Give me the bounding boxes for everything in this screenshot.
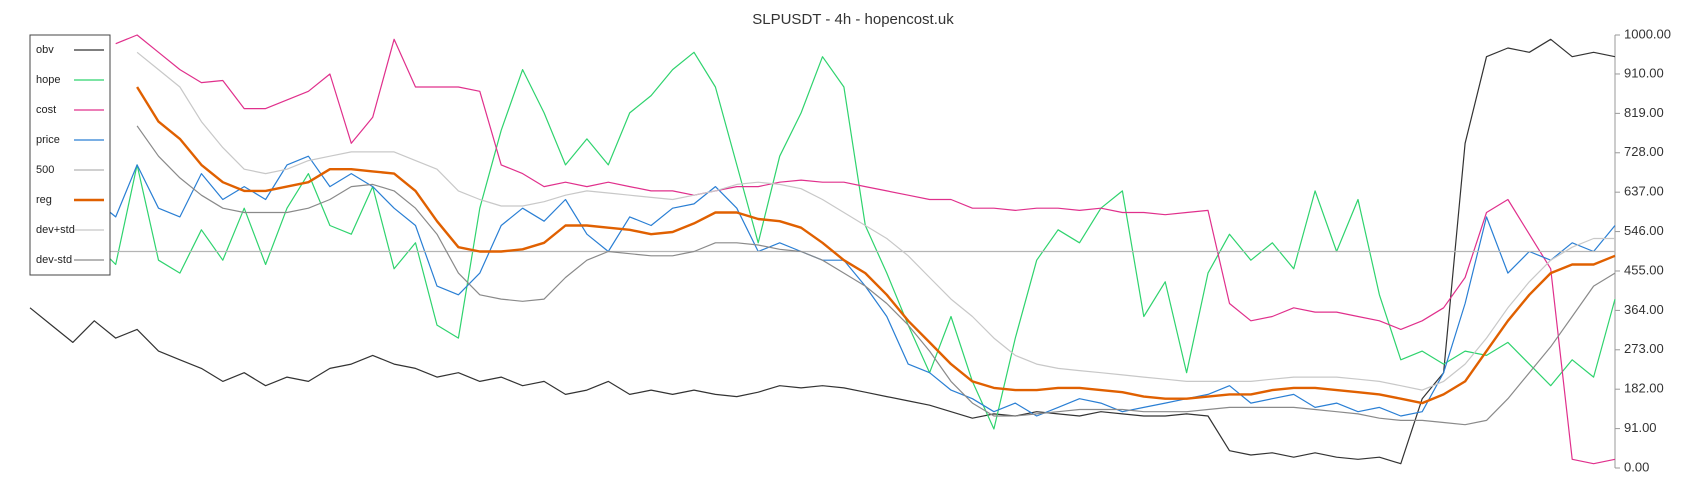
y-tick-label: 910.00 bbox=[1624, 65, 1664, 80]
legend-label: hope bbox=[36, 74, 60, 86]
legend-label: dev-std bbox=[36, 254, 72, 266]
legend-label: obv bbox=[36, 44, 54, 56]
y-tick-label: 546.00 bbox=[1624, 223, 1664, 238]
chart-title: SLPUSDT - 4h - hopencost.uk bbox=[752, 11, 954, 28]
axis-group: 0.00 91.00 182.00 273.00 364.00 455.00 546.00 6… bbox=[1615, 26, 1671, 474]
legend-label: price bbox=[36, 134, 60, 146]
y-tick-label: 273.00 bbox=[1624, 341, 1664, 356]
legend-label: reg bbox=[36, 194, 52, 206]
y-tick-label: 1000.00 bbox=[1624, 26, 1671, 41]
series-line bbox=[29, 51, 1616, 430]
series-line bbox=[136, 86, 1616, 405]
y-tick-label: 91.00 bbox=[1624, 420, 1657, 435]
legend-label: 500 bbox=[36, 164, 54, 176]
series-line bbox=[115, 34, 1616, 465]
y-tick-label: 728.00 bbox=[1624, 144, 1664, 159]
series-group bbox=[29, 34, 1616, 465]
y-tick-label: 182.00 bbox=[1624, 381, 1664, 396]
legend-label: dev+std bbox=[36, 224, 75, 236]
y-tick-label: 0.00 bbox=[1624, 459, 1649, 474]
legend-label: cost bbox=[36, 104, 56, 116]
legend: obv hope cost price 500 reg dev+std dev-std bbox=[29, 34, 111, 276]
series-line bbox=[29, 125, 1616, 417]
series-line bbox=[136, 125, 1616, 426]
y-tick-label: 637.00 bbox=[1624, 184, 1664, 199]
y-tick-label: 364.00 bbox=[1624, 302, 1664, 317]
series-line bbox=[29, 38, 1616, 465]
y-tick-label: 455.00 bbox=[1624, 262, 1664, 277]
y-tick-label: 819.00 bbox=[1624, 105, 1664, 120]
series-line bbox=[136, 51, 1615, 391]
legend-box bbox=[29, 34, 111, 276]
